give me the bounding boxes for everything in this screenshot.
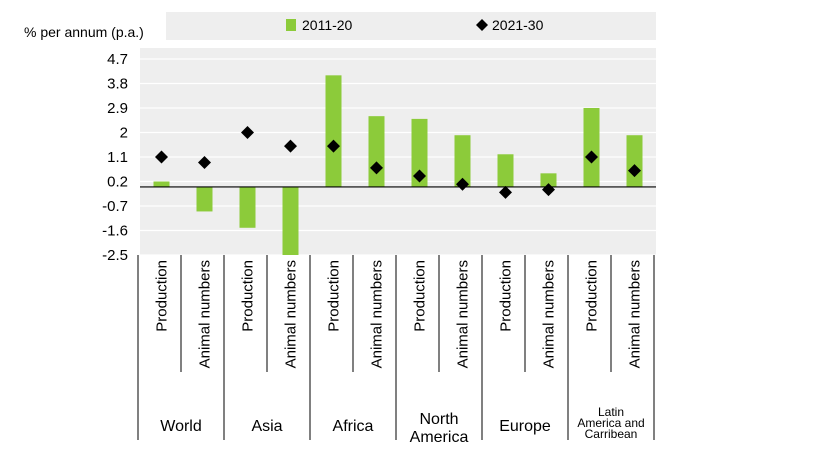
region-label: Africa	[333, 418, 374, 435]
legend-box	[166, 12, 656, 40]
bar	[626, 135, 643, 187]
region-label: North	[419, 411, 458, 428]
category-label: Production	[240, 260, 257, 332]
y-tick-label: 3.8	[107, 76, 128, 93]
bar	[583, 108, 600, 187]
category-label: Production	[584, 260, 601, 332]
bar	[497, 154, 514, 187]
y-tick-label: 2	[120, 125, 128, 142]
marker	[198, 155, 211, 169]
category-dividers	[137, 255, 655, 440]
region-label: Europe	[499, 418, 551, 435]
marker	[585, 150, 598, 164]
bar	[282, 186, 299, 255]
marker	[499, 185, 512, 199]
y-tick-label: 4.7	[107, 51, 128, 68]
category-label: Animal numbers	[197, 260, 214, 368]
bar	[196, 186, 213, 212]
bar	[368, 116, 385, 187]
marker	[413, 169, 426, 183]
y-tick-label: -1.6	[102, 223, 128, 240]
bar	[239, 186, 256, 228]
marker	[241, 126, 254, 139]
bar	[325, 75, 342, 187]
y-tick-label: -2.5	[102, 247, 128, 264]
plot-panel	[140, 48, 656, 255]
legend-item-bar: 2011-20	[286, 17, 353, 33]
bars	[153, 75, 643, 255]
region-label: Latin	[598, 405, 624, 419]
marker	[542, 183, 555, 197]
region-label: America	[410, 429, 469, 446]
bar	[454, 135, 471, 187]
marker	[327, 139, 340, 153]
category-label: Animal numbers	[627, 260, 644, 368]
grid	[140, 58, 656, 256]
bar	[153, 181, 170, 187]
legend-label-marker: 2021-30	[492, 17, 544, 33]
region-label: World	[160, 418, 202, 435]
category-label: Animal numbers	[283, 260, 300, 368]
region-label: Asia	[251, 418, 282, 435]
legend-label-bar: 2011-20	[302, 17, 353, 33]
y-axis-title: % per annum (p.a.)	[24, 24, 144, 40]
bar	[540, 173, 557, 187]
region-label: America and	[577, 416, 644, 430]
bar	[411, 118, 428, 187]
y-tick-labels: 4.7 3.8 2.9 2 1.1 0.2 -0.7 -1.6 -2.5	[102, 51, 128, 264]
category-labels: Production Animal numbers Production Animal…	[154, 260, 644, 368]
category-label: Production	[154, 260, 171, 332]
category-label: Animal numbers	[369, 260, 386, 368]
marker	[628, 164, 641, 178]
marker	[284, 139, 297, 153]
legend-marker-icon	[476, 19, 488, 31]
y-tick-label: 0.2	[107, 174, 128, 191]
legend-swatch-bar	[286, 19, 296, 31]
y-tick-label: 2.9	[107, 100, 128, 117]
category-label: Animal numbers	[541, 260, 558, 368]
marker	[370, 161, 383, 175]
marker	[155, 150, 168, 164]
markers	[155, 126, 641, 199]
y-tick-label: -0.7	[102, 198, 128, 215]
category-label: Production	[326, 260, 343, 332]
y-tick-label: 1.1	[107, 149, 128, 166]
legend-item-marker: 2021-30	[476, 17, 544, 33]
category-label: Production	[498, 260, 515, 332]
marker	[456, 177, 469, 191]
region-label: Carribean	[585, 427, 638, 441]
category-label: Production	[412, 260, 429, 332]
category-label: Animal numbers	[455, 260, 472, 368]
